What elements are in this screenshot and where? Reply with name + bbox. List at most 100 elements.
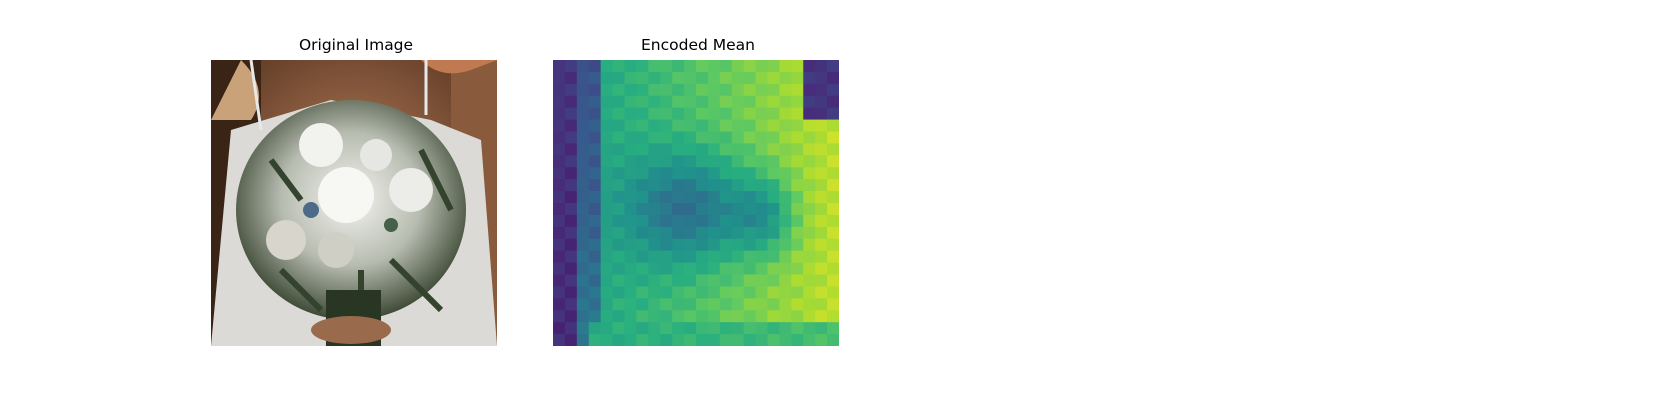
heatmap-cell (743, 155, 757, 168)
heatmap-cell (684, 167, 697, 180)
heatmap-cell (588, 250, 602, 264)
heatmap-cell (576, 191, 590, 204)
heatmap-cell (767, 298, 780, 311)
heatmap-cell (743, 298, 757, 311)
heatmap-cell (707, 274, 721, 287)
heatmap-cell (731, 191, 745, 204)
heatmap-cell (588, 83, 602, 97)
heatmap-cell (684, 179, 697, 192)
heatmap-cell (803, 60, 816, 73)
heatmap-cell (684, 250, 697, 264)
heatmap-cell (779, 310, 792, 323)
heatmap-cell (636, 155, 649, 168)
heatmap-cell (684, 238, 697, 252)
heatmap-cell (576, 95, 590, 109)
heatmap-cell (600, 298, 614, 311)
heatmap-cell (707, 310, 721, 323)
heatmap-cell (731, 286, 745, 299)
heatmap-cell (815, 167, 828, 180)
heatmap-cell (779, 238, 792, 252)
heatmap-cell (612, 119, 625, 132)
heatmap-cell (672, 60, 685, 73)
heatmap-cell (827, 322, 839, 335)
heatmap-cell (827, 286, 839, 299)
heatmap-cell (684, 203, 697, 216)
heatmap-cell (755, 191, 768, 204)
heatmap-cell (743, 226, 757, 240)
heatmap-cell (564, 203, 578, 216)
heatmap-cell (624, 95, 637, 109)
heatmap-cell (660, 322, 673, 335)
heatmap-cell (684, 191, 697, 204)
heatmap-cell (660, 155, 673, 168)
heatmap-cell (696, 274, 709, 287)
heatmap-cell (743, 286, 757, 299)
heatmap-cell (755, 143, 768, 156)
heatmap-cell (743, 167, 757, 180)
heatmap-cell (719, 286, 733, 299)
heatmap-cell (719, 214, 733, 228)
heatmap-cell (803, 107, 816, 121)
heatmap-cell (588, 95, 602, 109)
heatmap-cell (767, 191, 780, 204)
heatmap-cell (767, 83, 780, 97)
heatmap-cell (672, 179, 685, 192)
heatmap-cell (779, 60, 792, 73)
heatmap-cell (600, 334, 614, 346)
heatmap-cell (791, 286, 804, 299)
heatmap-cell (755, 262, 768, 275)
heatmap-cell (815, 179, 828, 192)
heatmap-cell (731, 155, 745, 168)
heatmap-cell (648, 274, 661, 287)
heatmap-cell (791, 298, 804, 311)
heatmap-cell (803, 179, 816, 192)
heatmap-cell (707, 107, 721, 121)
heatmap-cell (779, 167, 792, 180)
heatmap-cell (564, 322, 578, 335)
heatmap-cell (696, 107, 709, 121)
heatmap-cell (600, 60, 614, 73)
heatmap-cell (803, 322, 816, 335)
heatmap-cell (612, 286, 625, 299)
heatmap-cell (648, 250, 661, 264)
heatmap-cell (636, 60, 649, 73)
heatmap-cell (660, 286, 673, 299)
heatmap-cell (815, 274, 828, 287)
heatmap-cell (755, 310, 768, 323)
heatmap-cell (791, 107, 804, 121)
heatmap-cell (553, 107, 566, 121)
heatmap-cell (815, 310, 828, 323)
heatmap-cell (827, 179, 839, 192)
heatmap-cell (600, 286, 614, 299)
heatmap-cell (827, 119, 839, 132)
heatmap-cell (600, 238, 614, 252)
heatmap-cell (791, 238, 804, 252)
heatmap-cell (648, 131, 661, 144)
heatmap-cell (600, 203, 614, 216)
heatmap-cell (564, 250, 578, 264)
heatmap-cell (719, 274, 733, 287)
heatmap-cell (553, 167, 566, 180)
heatmap-cell (767, 155, 780, 168)
heatmap-cell (672, 191, 685, 204)
heatmap-cell (719, 107, 733, 121)
heatmap-cell (696, 143, 709, 156)
heatmap-cell (803, 334, 816, 346)
heatmap-cell (719, 119, 733, 132)
heatmap-cell (636, 250, 649, 264)
heatmap-cell (791, 214, 804, 228)
heatmap-cell (684, 322, 697, 335)
heatmap-cell (815, 155, 828, 168)
encoded-mean-title: Encoded Mean (641, 36, 755, 54)
heatmap-cell (767, 262, 780, 275)
heatmap-cell (696, 334, 709, 346)
heatmap-cell (588, 298, 602, 311)
heatmap-cell (600, 95, 614, 109)
heatmap-cell (803, 214, 816, 228)
heatmap-cell (576, 179, 590, 192)
heatmap-cell (719, 250, 733, 264)
heatmap-cell (648, 191, 661, 204)
original-image-title: Original Image (298, 36, 414, 54)
heatmap-cell (660, 71, 673, 85)
heatmap-cell (576, 226, 590, 240)
